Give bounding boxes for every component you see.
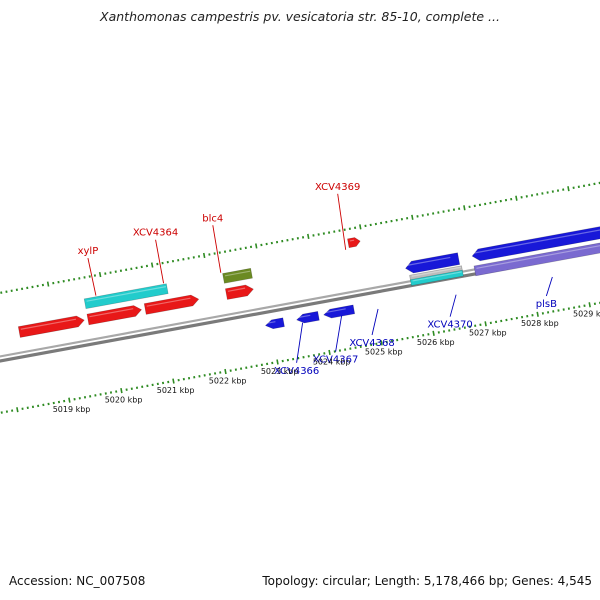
- gene-label-xcv4370[interactable]: XCV4370: [427, 320, 472, 331]
- forward-cds-1[interactable]: [17, 315, 85, 338]
- leader-line: [371, 308, 379, 336]
- major-tick: [307, 233, 310, 239]
- forward-cds-3-highlight: [146, 297, 191, 307]
- major-tick: [224, 368, 227, 375]
- ruler-label: 5026 kbp: [417, 338, 455, 347]
- ruler-label: 5021 kbp: [157, 386, 195, 395]
- feature-track: [17, 219, 600, 338]
- reverse-cds-4-highlight: [406, 256, 451, 266]
- ruler-label: 5028 kbp: [521, 319, 559, 328]
- ruler-labels: 5019 kbp 5020 kbp 5021 kbp 5022 kbp 5023 kbp…: [53, 310, 600, 414]
- forward-cds-4[interactable]: [224, 284, 254, 300]
- major-tick: [150, 262, 154, 268]
- leader-line: [335, 315, 343, 352]
- topology-summary: Topology: circular; Length: 5,178,466 bp…: [262, 574, 592, 588]
- major-tick: [463, 205, 466, 211]
- major-tick: [411, 214, 414, 220]
- forward-cds-1-highlight: [20, 318, 77, 330]
- ruler-label: 5020 kbp: [105, 395, 143, 404]
- gene-label-blc4[interactable]: blc4: [202, 213, 223, 224]
- gene-label-xcv4369[interactable]: XCV4369: [315, 182, 360, 193]
- major-tick: [276, 359, 279, 365]
- ruler-label: 5025 kbp: [365, 348, 403, 357]
- major-tick: [380, 340, 383, 346]
- ruler-label: 5027 kbp: [469, 329, 507, 338]
- xcv4369-cds-highlight: [349, 239, 355, 242]
- reverse-cds-3[interactable]: [323, 304, 356, 319]
- blc4-pseudo-highlight: [224, 270, 251, 277]
- plsB-misc[interactable]: [473, 234, 600, 277]
- reverse-cds-1[interactable]: [264, 317, 285, 330]
- major-tick: [515, 195, 518, 201]
- xylP-rna[interactable]: [83, 283, 169, 310]
- major-tick: [536, 311, 539, 317]
- major-tick: [16, 407, 19, 413]
- major-tick: [172, 378, 175, 384]
- xcv4370-rna-highlight: [412, 271, 462, 282]
- reverse-misc-gray-highlight: [411, 266, 461, 277]
- ruler-label: 5023 kbp: [261, 367, 299, 376]
- major-tick: [588, 302, 591, 308]
- gene-label-xcv4367[interactable]: XCV4367: [313, 355, 358, 366]
- major-tick: [98, 271, 102, 278]
- reverse-cds-5[interactable]: [471, 219, 600, 262]
- leader-line: [545, 276, 553, 297]
- reverse-cds-1-highlight: [266, 321, 276, 324]
- reverse-cds-4[interactable]: [405, 252, 461, 274]
- major-tick: [432, 330, 435, 336]
- gene-label-xcv4366[interactable]: XCV4366: [274, 366, 319, 377]
- leader-line: [449, 294, 457, 317]
- leader-line: [87, 258, 97, 296]
- reverse-cds-3-highlight: [325, 308, 346, 314]
- major-tick: [120, 388, 123, 394]
- ruler-label: 5024 kbp: [313, 357, 351, 366]
- major-tick: [254, 243, 258, 249]
- leader-line: [296, 322, 304, 363]
- reverse-cds-5-highlight: [473, 229, 600, 254]
- forward-cds-2[interactable]: [86, 305, 143, 326]
- gene-label-xylp[interactable]: xylP: [78, 246, 99, 257]
- forward-cds-2-highlight: [89, 308, 134, 318]
- xcv4370-rna[interactable]: [409, 269, 464, 286]
- major-tick: [359, 224, 362, 230]
- tick-marks: [0, 181, 600, 414]
- major-tick: [46, 281, 50, 287]
- xylP-rna-highlight: [86, 286, 166, 302]
- gene-label-xcv4364[interactable]: XCV4364: [133, 228, 178, 239]
- map-title: Xanthomonas campestris pv. vesicatoria s…: [100, 9, 500, 24]
- forward-cds-3[interactable]: [143, 294, 200, 315]
- ruler-label: 5029 kbp: [573, 310, 600, 319]
- leader-line: [337, 193, 347, 250]
- reverse-cds-2[interactable]: [296, 311, 320, 324]
- leader-line: [155, 239, 165, 284]
- major-tick: [484, 321, 487, 327]
- leader-line: [212, 225, 222, 273]
- major-tick: [328, 349, 331, 356]
- major-tick: [567, 186, 570, 192]
- blc4-pseudo[interactable]: [222, 267, 253, 284]
- gene-label-plsb[interactable]: plsB: [536, 299, 557, 310]
- forward-cds-4-highlight: [227, 287, 246, 292]
- xcv4369-cds[interactable]: [347, 237, 361, 249]
- accession-text: Accession: NC_007508: [9, 574, 146, 588]
- ruler-label: 5022 kbp: [209, 376, 247, 385]
- major-tick: [202, 252, 206, 259]
- reverse-cds-2-highlight: [298, 314, 311, 319]
- ruler-label: 5019 kbp: [53, 405, 91, 414]
- plsB-misc-highlight: [476, 245, 600, 269]
- major-tick: [68, 397, 71, 403]
- gene-label-xcv4368[interactable]: XCV4368: [349, 338, 394, 349]
